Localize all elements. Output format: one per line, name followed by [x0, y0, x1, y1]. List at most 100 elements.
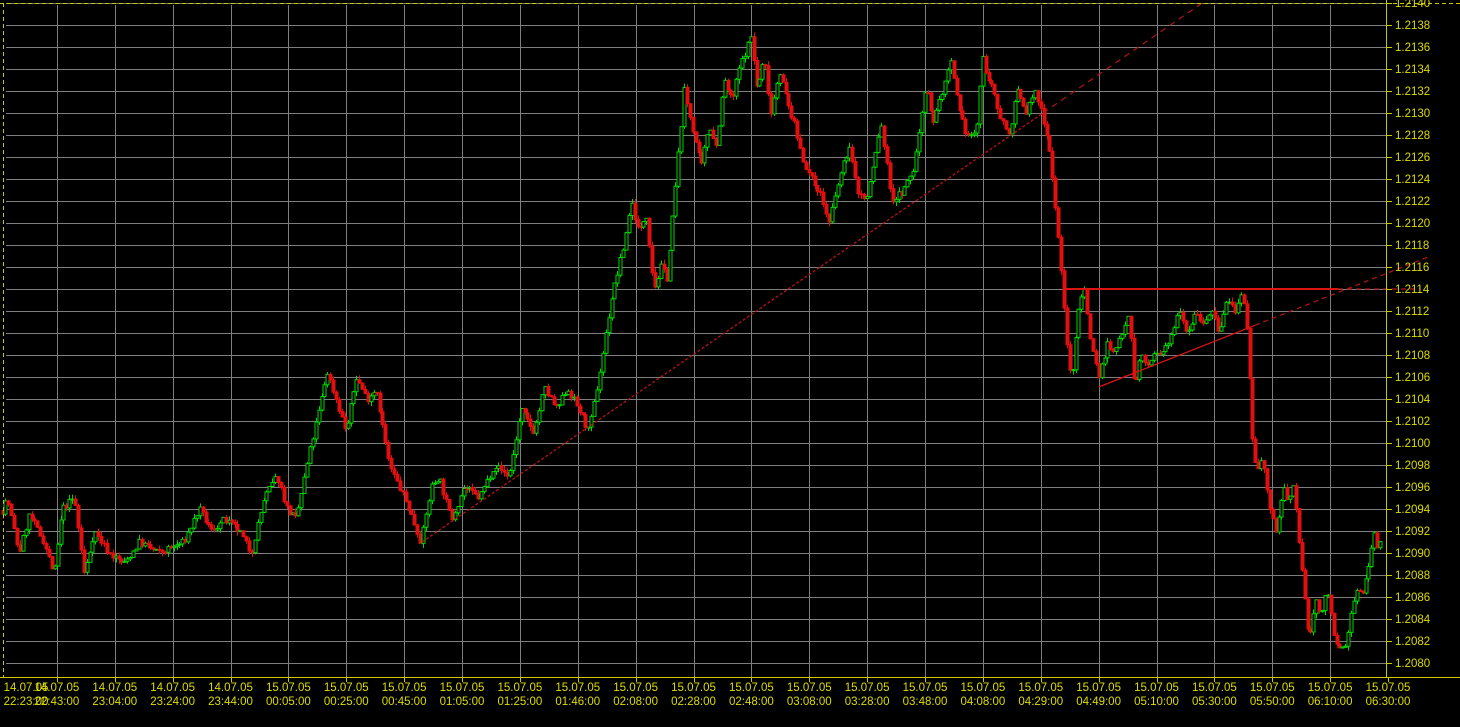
- candle-body: [177, 543, 182, 546]
- candle-body: [740, 58, 745, 69]
- time-axis-label-date: 14.07.05: [208, 682, 253, 694]
- candle-body: [844, 157, 849, 162]
- candle-body: [430, 483, 435, 502]
- price-axis-label: 1.2132: [1395, 86, 1430, 98]
- candle-body: [905, 179, 910, 188]
- candle-body: [264, 491, 269, 502]
- candle-body: [67, 498, 72, 509]
- candle-body: [421, 526, 426, 544]
- candle-body: [697, 141, 702, 154]
- candle-body: [575, 396, 580, 407]
- candle-body: [786, 93, 791, 107]
- candle-body: [1105, 341, 1110, 359]
- candle-body: [363, 388, 368, 394]
- time-axis-label-time: 02:48:00: [729, 696, 774, 708]
- candle-body: [73, 498, 78, 506]
- price-axis-label: 1.2114: [1395, 284, 1430, 296]
- candle-body: [351, 391, 356, 405]
- price-axis-label: 1.2112: [1395, 306, 1429, 318]
- candle-body: [934, 109, 939, 123]
- candle-body: [1216, 317, 1221, 332]
- candle-body: [583, 414, 588, 428]
- candle-body: [21, 535, 26, 552]
- candle-body: [485, 479, 490, 488]
- price-axis-label: 1.2098: [1395, 460, 1430, 472]
- candle-wick: [469, 485, 470, 493]
- candle-body: [441, 478, 446, 496]
- time-axis-label-date: 15.07.05: [903, 682, 948, 694]
- candle-body: [789, 105, 794, 119]
- candle-body: [215, 528, 220, 531]
- candle-body: [337, 399, 342, 412]
- candle-body: [647, 217, 652, 247]
- candle-body: [520, 408, 525, 423]
- candle-body: [320, 395, 325, 411]
- candle-body: [6, 500, 11, 505]
- candle-body: [528, 418, 533, 427]
- candle-body: [885, 146, 890, 164]
- candle-body: [821, 191, 826, 205]
- trendline-minor[interactable]: [1098, 324, 1256, 388]
- candle-body: [1076, 308, 1081, 339]
- price-axis-label: 1.2088: [1395, 570, 1430, 582]
- candle-body: [1349, 612, 1354, 633]
- time-axis-label-date: 15.07.05: [1192, 682, 1237, 694]
- candle-wick: [588, 426, 589, 431]
- candle-body: [61, 504, 66, 521]
- candle-body: [253, 539, 258, 554]
- candle-body: [610, 298, 615, 319]
- candle-body: [682, 87, 687, 128]
- candle-body: [349, 403, 354, 424]
- candle-body: [952, 60, 957, 79]
- trendline-major-ray[interactable]: [1042, 0, 1206, 114]
- candle-body: [1265, 468, 1270, 491]
- candle-body: [453, 512, 458, 521]
- candle-body: [641, 220, 646, 228]
- candle-body: [511, 454, 516, 472]
- candle-body: [230, 519, 235, 523]
- time-axis-label-date: 14.07.05: [35, 682, 80, 694]
- candle-body: [914, 151, 919, 172]
- candle-body: [810, 172, 815, 177]
- candle-body: [720, 96, 725, 127]
- trendline-minor-ray[interactable]: [1254, 255, 1431, 326]
- time-axis-label-date: 15.07.05: [498, 682, 543, 694]
- price-axis-label: 1.2120: [1395, 218, 1430, 230]
- price-axis-label: 1.2100: [1395, 438, 1430, 450]
- candle-body: [1047, 135, 1052, 152]
- candle-body: [1221, 313, 1226, 328]
- candle-body: [908, 175, 913, 181]
- candle-body: [276, 476, 281, 483]
- candle-body: [523, 408, 528, 414]
- candle-body: [868, 181, 873, 198]
- candle-body: [270, 482, 275, 487]
- candle-body: [125, 558, 130, 562]
- candle-body: [296, 507, 301, 517]
- candle-body: [1294, 485, 1299, 510]
- candle-body: [984, 56, 989, 74]
- candle-body: [1056, 207, 1061, 238]
- candle-body: [1059, 236, 1064, 272]
- candle-body: [650, 245, 655, 274]
- candle-body: [888, 162, 893, 190]
- candle-body: [204, 511, 209, 524]
- candle-body: [966, 133, 971, 136]
- candle-body: [1172, 327, 1177, 336]
- candle-body: [1050, 150, 1055, 179]
- candle-body: [262, 500, 267, 513]
- candle-body: [882, 125, 887, 148]
- trendline-major[interactable]: [421, 112, 1044, 543]
- candle-body: [407, 500, 412, 511]
- price-axis-label: 1.2130: [1395, 108, 1430, 120]
- candle-body: [12, 515, 17, 529]
- candle-body: [1187, 329, 1192, 332]
- time-axis-label-date: 15.07.05: [382, 682, 427, 694]
- candle-body: [1123, 324, 1128, 335]
- candle-body: [392, 468, 397, 475]
- time-axis-label-date: 15.07.05: [613, 682, 658, 694]
- candle-body: [343, 416, 348, 429]
- price-axis-label: 1.2092: [1395, 526, 1430, 538]
- candle-body: [334, 391, 339, 400]
